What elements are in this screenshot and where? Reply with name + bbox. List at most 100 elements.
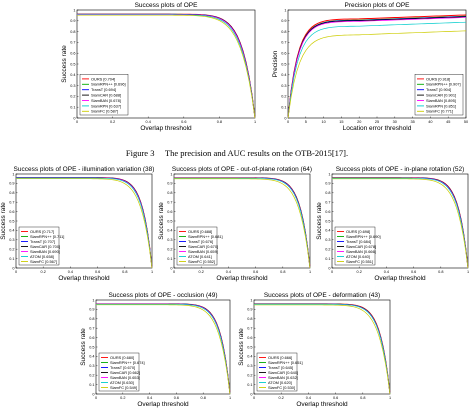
y-tick-label: 0.3 [325, 238, 330, 242]
legend-entry: SiamCAR [0.700] [30, 244, 60, 249]
series-line [96, 303, 231, 395]
x-tick-label: 0.2 [120, 396, 125, 400]
x-tick-label: 0.6 [181, 120, 186, 124]
series-line [96, 304, 231, 395]
chart-title: Success plots of OPE - occlusion (49) [108, 292, 217, 299]
y-tick-label: 0.1 [89, 383, 94, 387]
x-tick-label: 0.6 [333, 396, 338, 400]
legend-entry: ATOM [0.658] [30, 254, 54, 259]
y-tick-label: 0.4 [89, 355, 94, 359]
y-tick-label: 0.2 [9, 248, 14, 252]
x-axis-label: Overlap threshold [137, 401, 189, 408]
legend-entry: SiamRPN++ [0.907] [426, 82, 461, 87]
y-tick-label: 0.8 [325, 191, 330, 195]
y-tick-label: 0.4 [9, 229, 14, 233]
chart-title: Success plots of OPE - deformation (43) [264, 292, 380, 299]
y-tick-label: 0.5 [247, 345, 252, 349]
x-tick-label: 0.4 [384, 270, 389, 274]
y-tick-label: 1 [92, 298, 94, 302]
x-tick-label: 0.8 [201, 396, 206, 400]
y-tick-label: 0.7 [247, 327, 252, 331]
y-tick-label: 0.2 [281, 95, 286, 99]
legend-entry: SiamBAN [0.895] [426, 98, 456, 103]
y-tick-label: 0.3 [247, 364, 252, 368]
x-tick-label: 0.2 [41, 270, 46, 274]
legend [98, 352, 140, 392]
y-tick-label: 0.3 [70, 84, 75, 88]
legend-entry: OURS [0.704] [91, 76, 115, 81]
x-tick-label: 0.6 [253, 270, 258, 274]
x-tick-label: 0 [15, 270, 17, 274]
x-tick-label: 0 [331, 270, 333, 274]
x-tick-label: 0.8 [217, 120, 222, 124]
legend-entry: SiamCAR [0.678] [346, 244, 376, 249]
y-tick-label: 0.1 [70, 106, 75, 110]
y-tick-label: 0.5 [9, 219, 14, 223]
x-tick-label: 1 [309, 270, 311, 274]
chart-overall-precision: Precision plots of OPE Location error thr… [272, 2, 468, 132]
legend [79, 73, 129, 116]
x-tick-label: 0.6 [174, 396, 179, 400]
y-tick-label: 0.6 [247, 336, 252, 340]
legend-entry: SiamCAR [0.901] [426, 93, 456, 98]
y-tick-label: 0.1 [167, 257, 172, 261]
series-line [174, 178, 311, 269]
y-tick-label: 0 [170, 266, 172, 270]
x-tick-label: 0.4 [68, 270, 73, 274]
y-tick-label: 0 [12, 266, 14, 270]
x-tick-label: 0.6 [95, 270, 100, 274]
y-tick-label: 0.4 [167, 229, 172, 233]
legend-entry: TransT [0.904] [426, 87, 451, 92]
legend-entry: SiamRPN++ [0.681] [188, 234, 223, 239]
y-tick-label: 0.1 [9, 257, 14, 261]
y-axis-label: Success rate [316, 202, 323, 240]
x-axis-label: Overlap threshold [140, 125, 192, 132]
legend-entry: SiamRPN [0.637] [91, 103, 121, 108]
y-tick-label: 0.6 [167, 210, 172, 214]
y-axis-label: Success rate [158, 202, 165, 240]
figure-caption: Figure 3 The precision and AUC results o… [125, 148, 349, 158]
plot-area [95, 299, 231, 395]
y-tick-label: 0.1 [281, 106, 286, 110]
x-tick-label: 0.8 [438, 270, 443, 274]
y-axis-label: Success rate [0, 202, 7, 240]
series-line [254, 304, 391, 395]
y-tick-label: 0.6 [70, 52, 75, 56]
x-axis-label: Overlap threshold [216, 275, 268, 282]
y-tick-label: 1 [73, 8, 75, 12]
legend-entry: TransT [0.684] [346, 239, 371, 244]
y-tick-label: 0.3 [9, 238, 14, 242]
y-tick-label: 0.3 [89, 364, 94, 368]
legend-entry: SiamFC [0.587] [91, 109, 118, 114]
chart-title: Precision plots of OPE [344, 2, 410, 9]
series-line [174, 177, 311, 269]
chart-deformation: Success plots of OPE - deformation (43) O… [238, 292, 391, 408]
x-tick-label: 0 [173, 270, 175, 274]
y-tick-label: 0.1 [325, 257, 330, 261]
chart-out-of-plane-rotation: Success plots of OPE - out-of-plane rota… [158, 166, 312, 282]
legend-entry: SiamRPN++ [0.651] [268, 360, 303, 365]
x-tick-label: 0.4 [306, 396, 311, 400]
y-tick-label: 0.2 [167, 248, 172, 252]
chart-title: Success plots of OPE - out-of-plane rota… [172, 166, 312, 173]
y-axis-label: Success rate [80, 328, 87, 366]
y-tick-label: 0.2 [247, 374, 252, 378]
chart-occlusion: Success plots of OPE - occlusion (49) Ove… [80, 292, 231, 408]
y-tick-label: 0.2 [70, 95, 75, 99]
y-axis-label: Precision [272, 50, 279, 77]
y-tick-label: 0.4 [247, 355, 252, 359]
legend-entry: OURS [0.680] [110, 355, 134, 360]
y-tick-label: 0.8 [9, 191, 14, 195]
y-tick-label: 0.4 [70, 73, 75, 77]
chart-illumination-variation: Success plots of OPE - illumination vari… [0, 166, 154, 282]
series-line [77, 14, 256, 119]
y-tick-label: 0 [92, 392, 94, 396]
y-tick-label: 0.7 [325, 201, 330, 205]
x-axis-label: Location error threshold [343, 125, 412, 132]
x-axis-label: Overlap threshold [58, 275, 110, 282]
legend-entry: OURS [0.918] [426, 76, 450, 81]
y-tick-label: 0.8 [281, 30, 286, 34]
legend-entry: SiamRPN [0.851] [426, 103, 456, 108]
y-tick-label: 0.9 [325, 182, 330, 186]
chart-overall-success: Success plots of OPE Overlap threshold Suc… [61, 2, 256, 132]
